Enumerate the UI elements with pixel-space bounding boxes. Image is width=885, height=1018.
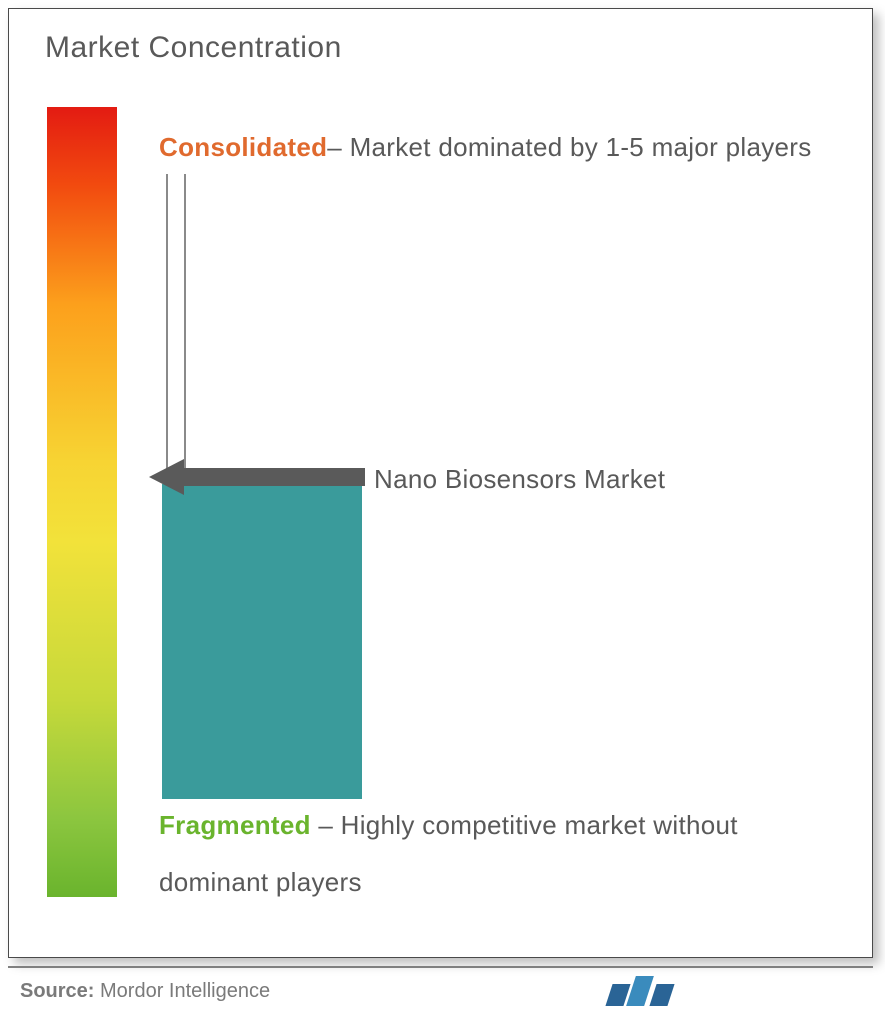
bracket-line-1 <box>166 174 168 477</box>
mordor-logo-icon <box>609 976 861 1006</box>
infographic-card: Market Concentration Consolidated– Marke… <box>8 8 873 958</box>
marker-label: Nano Biosensors Market <box>374 464 665 495</box>
source-text: Source: Mordor Intelligence <box>20 980 270 1003</box>
source-label: Source: <box>20 980 94 1002</box>
bracket-line-2 <box>184 174 186 477</box>
footer: Source: Mordor Intelligence <box>8 966 873 1006</box>
fragmented-description: Fragmented – Highly competitive market w… <box>159 797 839 911</box>
fragmented-highlight: Fragmented <box>159 810 311 840</box>
concentration-gradient-bar <box>47 107 117 897</box>
marker-teal-block <box>162 484 362 799</box>
chart-title: Market Concentration <box>45 31 342 65</box>
source-value: Mordor Intelligence <box>94 980 270 1002</box>
consolidated-description: Consolidated– Market dominated by 1-5 ma… <box>159 119 819 176</box>
consolidated-rest: – Market dominated by 1-5 major players <box>327 132 811 162</box>
marker-arrow-head <box>149 459 184 495</box>
marker-arrow-shaft <box>184 468 365 486</box>
consolidated-highlight: Consolidated <box>159 132 327 162</box>
